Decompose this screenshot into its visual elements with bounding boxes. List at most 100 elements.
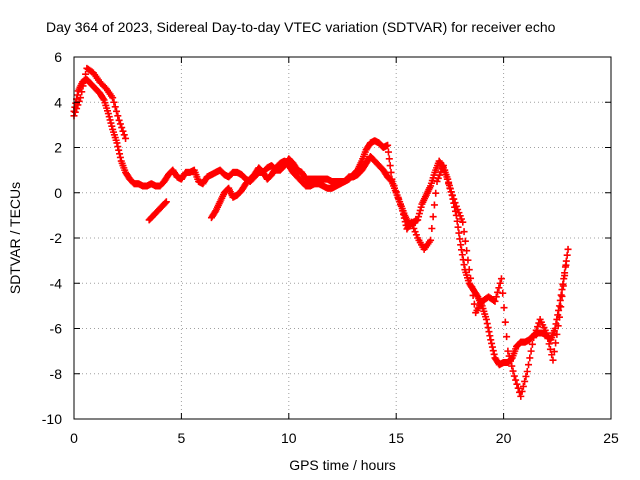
data-point xyxy=(446,184,454,192)
data-point xyxy=(500,304,508,312)
y-tick-label: 0 xyxy=(54,185,62,201)
data-point xyxy=(546,345,554,353)
data-point xyxy=(496,279,504,287)
data-point xyxy=(506,357,514,365)
data-point xyxy=(453,217,461,225)
data-point xyxy=(554,322,562,330)
data-point xyxy=(544,334,552,342)
data-point xyxy=(386,162,394,170)
axis-ticks: 0 5 10 15 20 25 -10 -8 -6 -4 -2 0 2 4 6 xyxy=(42,49,619,446)
data-point xyxy=(460,261,468,269)
data-point xyxy=(434,174,442,182)
y-axis-title: SDTVAR / TECUs xyxy=(7,182,23,294)
data-point xyxy=(527,347,535,355)
data-point xyxy=(465,266,473,274)
data-point xyxy=(490,296,498,304)
data-point xyxy=(384,148,392,156)
data-point xyxy=(526,354,534,362)
data-point xyxy=(428,224,436,232)
data-point xyxy=(491,297,499,305)
data-point xyxy=(401,218,409,226)
data-point xyxy=(469,291,477,299)
data-point xyxy=(448,191,456,199)
data-point xyxy=(115,146,123,154)
data-point xyxy=(495,284,503,292)
data-point xyxy=(517,392,525,400)
data-point xyxy=(519,382,527,390)
data-point xyxy=(560,275,568,283)
data-point xyxy=(486,332,494,340)
data-point xyxy=(436,171,444,179)
data-point xyxy=(451,199,459,207)
data-point xyxy=(454,223,462,231)
chart-title: Day 364 of 2023, Sidereal Day-to-day VTE… xyxy=(46,19,556,35)
y-tick-label: -4 xyxy=(50,275,63,291)
y-tick-label: -6 xyxy=(50,321,63,337)
data-point xyxy=(488,339,496,347)
data-point xyxy=(482,315,490,323)
data-point xyxy=(394,194,402,202)
data-point xyxy=(118,124,126,132)
data-point xyxy=(561,272,569,280)
data-point xyxy=(558,286,566,294)
data-point xyxy=(116,120,124,128)
data-point xyxy=(459,218,467,226)
data-point xyxy=(390,182,398,190)
data-point xyxy=(433,177,441,185)
data-point xyxy=(525,361,533,369)
data-point xyxy=(509,367,517,375)
x-tick-label: 25 xyxy=(603,430,619,446)
data-point xyxy=(557,291,565,299)
data-point xyxy=(505,352,513,360)
data-point xyxy=(518,387,526,395)
y-tick-label: -2 xyxy=(50,230,63,246)
data-point xyxy=(522,372,530,380)
data-point xyxy=(468,283,476,291)
data-point xyxy=(80,76,88,84)
data-point xyxy=(114,143,122,151)
data-point xyxy=(488,343,496,351)
data-point xyxy=(427,236,435,244)
data-point xyxy=(392,188,400,196)
data-point xyxy=(455,209,463,217)
x-tick-label: 20 xyxy=(496,430,512,446)
data-point xyxy=(162,198,170,206)
data-point xyxy=(415,213,423,221)
data-point xyxy=(470,300,478,308)
data-point xyxy=(534,323,542,331)
data-point xyxy=(414,216,422,224)
x-tick-label: 15 xyxy=(388,430,404,446)
y-tick-label: -10 xyxy=(42,411,62,427)
data-point xyxy=(114,112,122,120)
data-point xyxy=(492,293,500,301)
data-point xyxy=(452,202,460,210)
data-point xyxy=(387,168,395,176)
data-point xyxy=(75,97,83,105)
data-point xyxy=(504,347,512,355)
data-point xyxy=(445,180,453,188)
data-point xyxy=(532,326,540,334)
x-tick-label: 0 xyxy=(70,430,78,446)
data-point xyxy=(442,171,450,179)
data-point xyxy=(557,303,565,311)
data-point xyxy=(563,251,571,259)
data-point xyxy=(109,94,117,102)
data-point xyxy=(76,94,84,102)
data-point xyxy=(412,231,420,239)
data-point xyxy=(564,245,572,253)
data-point xyxy=(400,210,408,218)
data-point xyxy=(162,199,170,207)
data-point xyxy=(105,113,113,121)
data-point xyxy=(388,175,396,183)
y-tick-label: 6 xyxy=(54,49,62,65)
data-point xyxy=(550,348,558,356)
data-point xyxy=(415,210,423,218)
data-point xyxy=(545,340,553,348)
data-point xyxy=(497,275,505,283)
data-point xyxy=(461,237,469,245)
data-point xyxy=(399,207,407,215)
data-point xyxy=(460,228,468,236)
data-point xyxy=(528,340,536,348)
data-point xyxy=(429,213,437,221)
